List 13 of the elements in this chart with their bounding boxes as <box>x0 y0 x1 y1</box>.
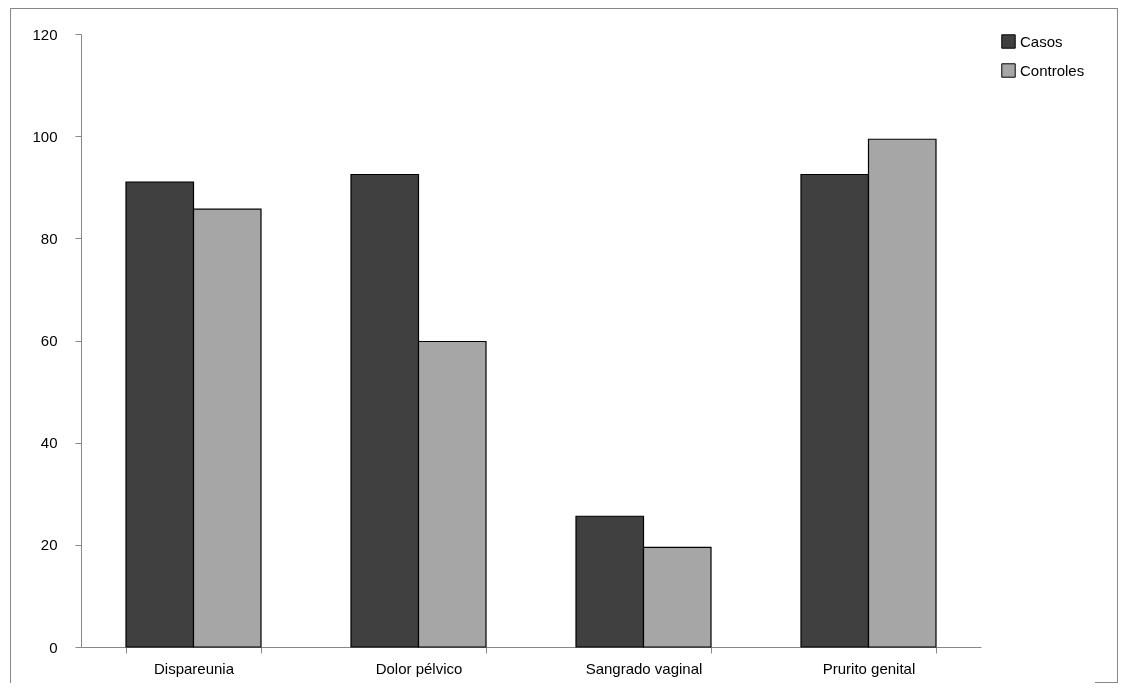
y-tick-label: 120 <box>32 25 58 43</box>
x-tick-label: Sangrado vaginal <box>585 659 703 677</box>
y-tick-label: 80 <box>40 229 58 247</box>
x-tick-label: Dispareunia <box>153 659 235 677</box>
x-tick-label: Prurito genital <box>822 659 916 677</box>
legend-label: Controles <box>1020 61 1085 79</box>
y-tick-label: 60 <box>40 332 58 349</box>
y-tick-label: 40 <box>40 434 58 452</box>
y-tick-label: 0 <box>49 638 58 656</box>
y-tick-label: 100 <box>32 127 58 145</box>
legend-label: Casos <box>1020 32 1063 50</box>
y-tick-label: 20 <box>40 536 58 554</box>
x-tick-label: Dolor pélvico <box>375 659 463 677</box>
